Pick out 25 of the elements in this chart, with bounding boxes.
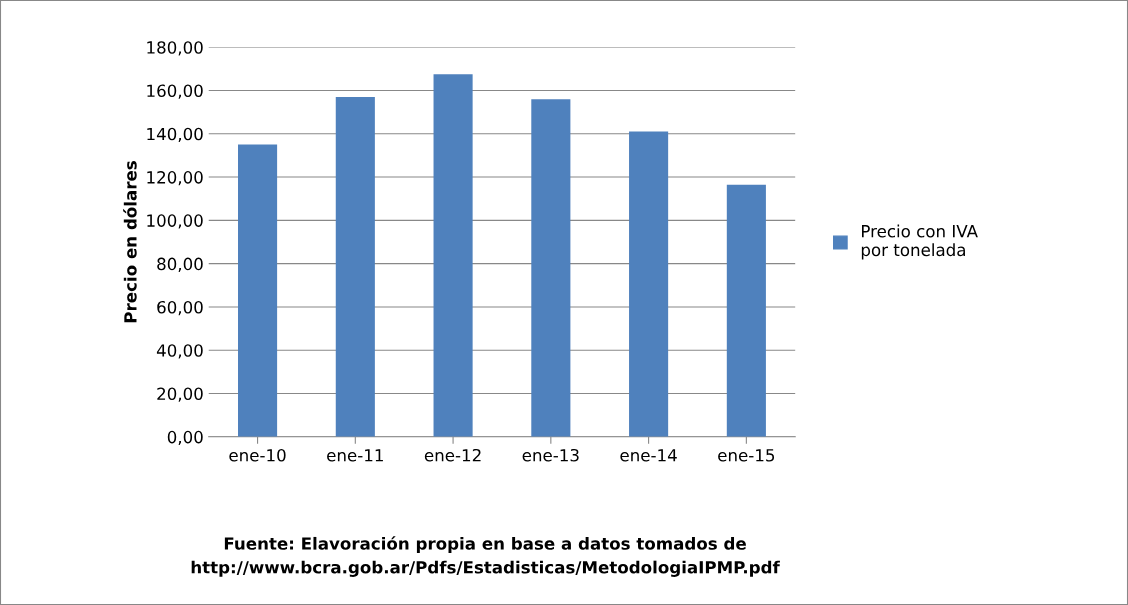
y-tick-label: 140,00	[147, 127, 203, 143]
legend-label: Precio con IVA por tonelada	[861, 224, 978, 260]
x-tick-label: ene-10	[229, 448, 286, 462]
bar	[531, 99, 571, 437]
source-note: Fuente: Elavoración propia en base a datos tomados de http://www.bcra.gob.ar/Pdfs/Estadisticas/MetodologiaIPMP.pdf	[191, 536, 780, 577]
y-axis-title: Precio en dólares	[123, 161, 137, 323]
x-tick-label: ene-12	[424, 448, 481, 462]
bar	[335, 96, 375, 437]
bar	[238, 144, 278, 437]
y-tick-label: 120,00	[147, 171, 203, 186]
y-tick-label: 180,00	[147, 41, 203, 56]
y-tick-label: 100,00	[147, 214, 203, 229]
x-tick-label: ene-15	[718, 449, 775, 462]
y-tick-label: 80,00	[157, 257, 203, 272]
bar	[433, 74, 473, 437]
y-tick-label: 20,00	[157, 387, 203, 402]
y-tick-label: 60,00	[157, 300, 203, 316]
x-tick-label: ene-13	[522, 448, 579, 462]
y-tick-label: 40,00	[156, 344, 203, 359]
bar	[629, 131, 669, 437]
x-tick-label: ene-11	[327, 449, 383, 462]
bar	[726, 184, 766, 437]
y-tick-label: 160,00	[147, 84, 203, 99]
x-tick-label: ene-14	[620, 449, 677, 462]
y-tick-label: 0,00	[167, 430, 203, 446]
